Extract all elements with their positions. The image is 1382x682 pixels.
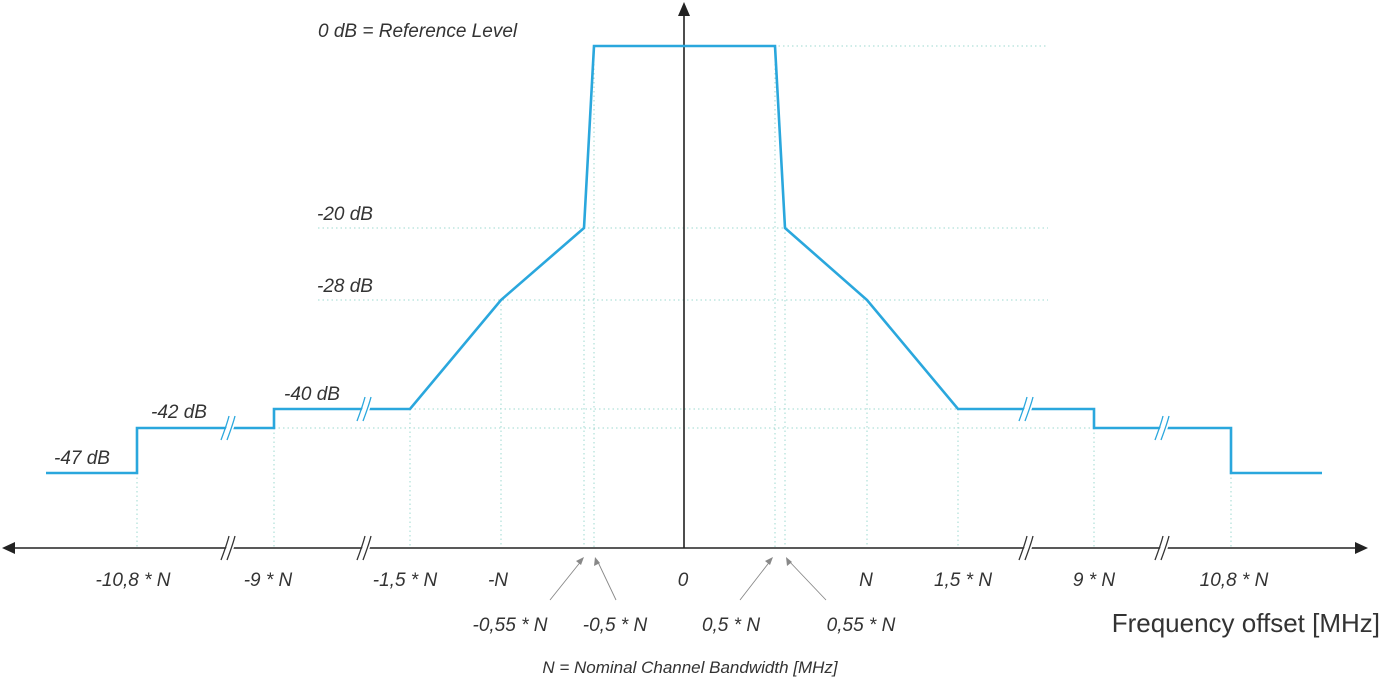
reference-level-label: 0 dB = Reference Level: [318, 21, 518, 42]
spectrum-mask-line: [46, 44, 1322, 475]
level-label-minus42: -42 dB: [151, 402, 207, 423]
y-axis-arrow: [678, 2, 690, 16]
x-axis-title: Frequency offset [MHz]: [1112, 608, 1380, 638]
level-label-minus20: -20 dB: [317, 204, 373, 225]
x-axis-right-arrow: [1355, 542, 1368, 554]
footnote: N = Nominal Channel Bandwidth [MHz]: [542, 658, 839, 677]
x-label-m0-5: -0,5 * N: [583, 615, 648, 636]
axis-break-marks: [220, 535, 1172, 561]
x-axis-left-arrow: [2, 542, 15, 554]
x-label-mN: -N: [488, 570, 508, 591]
x-label-p9: 9 * N: [1073, 570, 1116, 591]
x-label-pN: N: [859, 570, 873, 591]
level-label-minus47: -47 dB: [54, 448, 110, 469]
level-label-minus28: -28 dB: [317, 276, 373, 297]
x-label-m9: -9 * N: [244, 570, 293, 591]
x-label-m0-55: -0,55 * N: [473, 615, 548, 636]
vertical-grid-lines: [136, 46, 1232, 548]
label-pointer-arrows: [549, 557, 827, 601]
axes: [2, 2, 1368, 554]
x-label-m1-5: -1,5 * N: [373, 570, 438, 591]
x-label-p10-8: 10,8 * N: [1200, 570, 1269, 591]
x-label-p0-5: 0,5 * N: [702, 615, 760, 636]
level-label-minus40: -40 dB: [284, 384, 340, 405]
mask-break-marks: [220, 396, 1172, 441]
x-label-p0-55: 0,55 * N: [827, 615, 896, 636]
x-label-p1-5: 1,5 * N: [934, 570, 992, 591]
x-label-zero: 0: [678, 570, 689, 591]
x-label-m10-8: -10,8 * N: [96, 570, 171, 591]
